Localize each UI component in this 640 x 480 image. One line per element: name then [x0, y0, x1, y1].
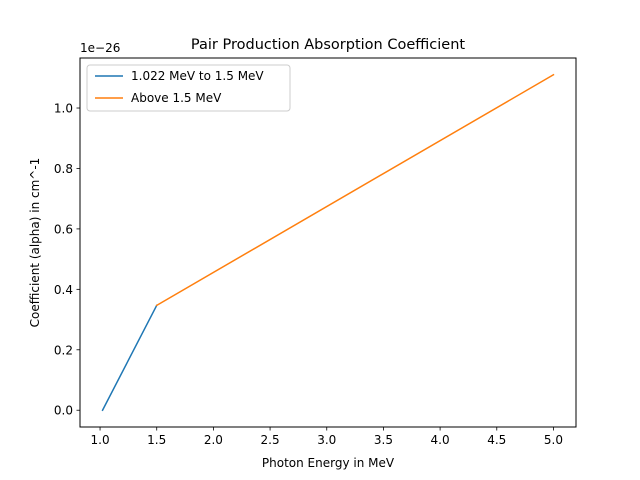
x-tick-label: 2.5	[261, 433, 280, 447]
x-tick-label: 4.5	[487, 433, 506, 447]
plot-lines	[101, 73, 555, 412]
x-tick-label: 4.0	[431, 433, 450, 447]
y-tick-label: 0.6	[54, 222, 73, 236]
series-line-1	[101, 304, 158, 412]
x-tick-label: 1.0	[91, 433, 110, 447]
y-axis-offset-label: 1e−26	[80, 41, 120, 55]
x-tick-label: 3.0	[317, 433, 336, 447]
series-line-2	[155, 73, 555, 307]
legend-label-series-1: 1.022 MeV to 1.5 MeV	[131, 69, 264, 83]
x-axis-ticks: 1.0 1.5 2.0 2.5 3.0 3.5 4.0 4.5 5.0	[91, 427, 563, 447]
y-tick-label: 0.0	[54, 404, 73, 418]
x-tick-label: 1.5	[147, 433, 166, 447]
chart-title: Pair Production Absorption Coefficient	[191, 37, 465, 53]
y-axis-label: Coefficient (alpha) in cm^-1	[28, 158, 42, 328]
y-tick-label: 0.8	[54, 162, 73, 176]
legend-frame	[86, 64, 291, 112]
legend: 1.022 MeV to 1.5 MeV Above 1.5 MeV	[86, 64, 291, 112]
x-tick-label: 3.5	[374, 433, 393, 447]
y-tick-label: 0.4	[54, 283, 73, 297]
x-tick-label: 5.0	[544, 433, 563, 447]
x-tick-label: 2.0	[204, 433, 223, 447]
plot-area-frame	[79, 57, 577, 428]
y-axis-ticks: 0.0 0.2 0.4 0.6 0.8 1.0	[54, 102, 80, 418]
y-tick-label: 0.2	[54, 343, 73, 357]
legend-label-series-2: Above 1.5 MeV	[131, 91, 222, 105]
y-tick-label: 1.0	[54, 102, 73, 116]
x-axis-label: Photon Energy in MeV	[262, 456, 395, 470]
